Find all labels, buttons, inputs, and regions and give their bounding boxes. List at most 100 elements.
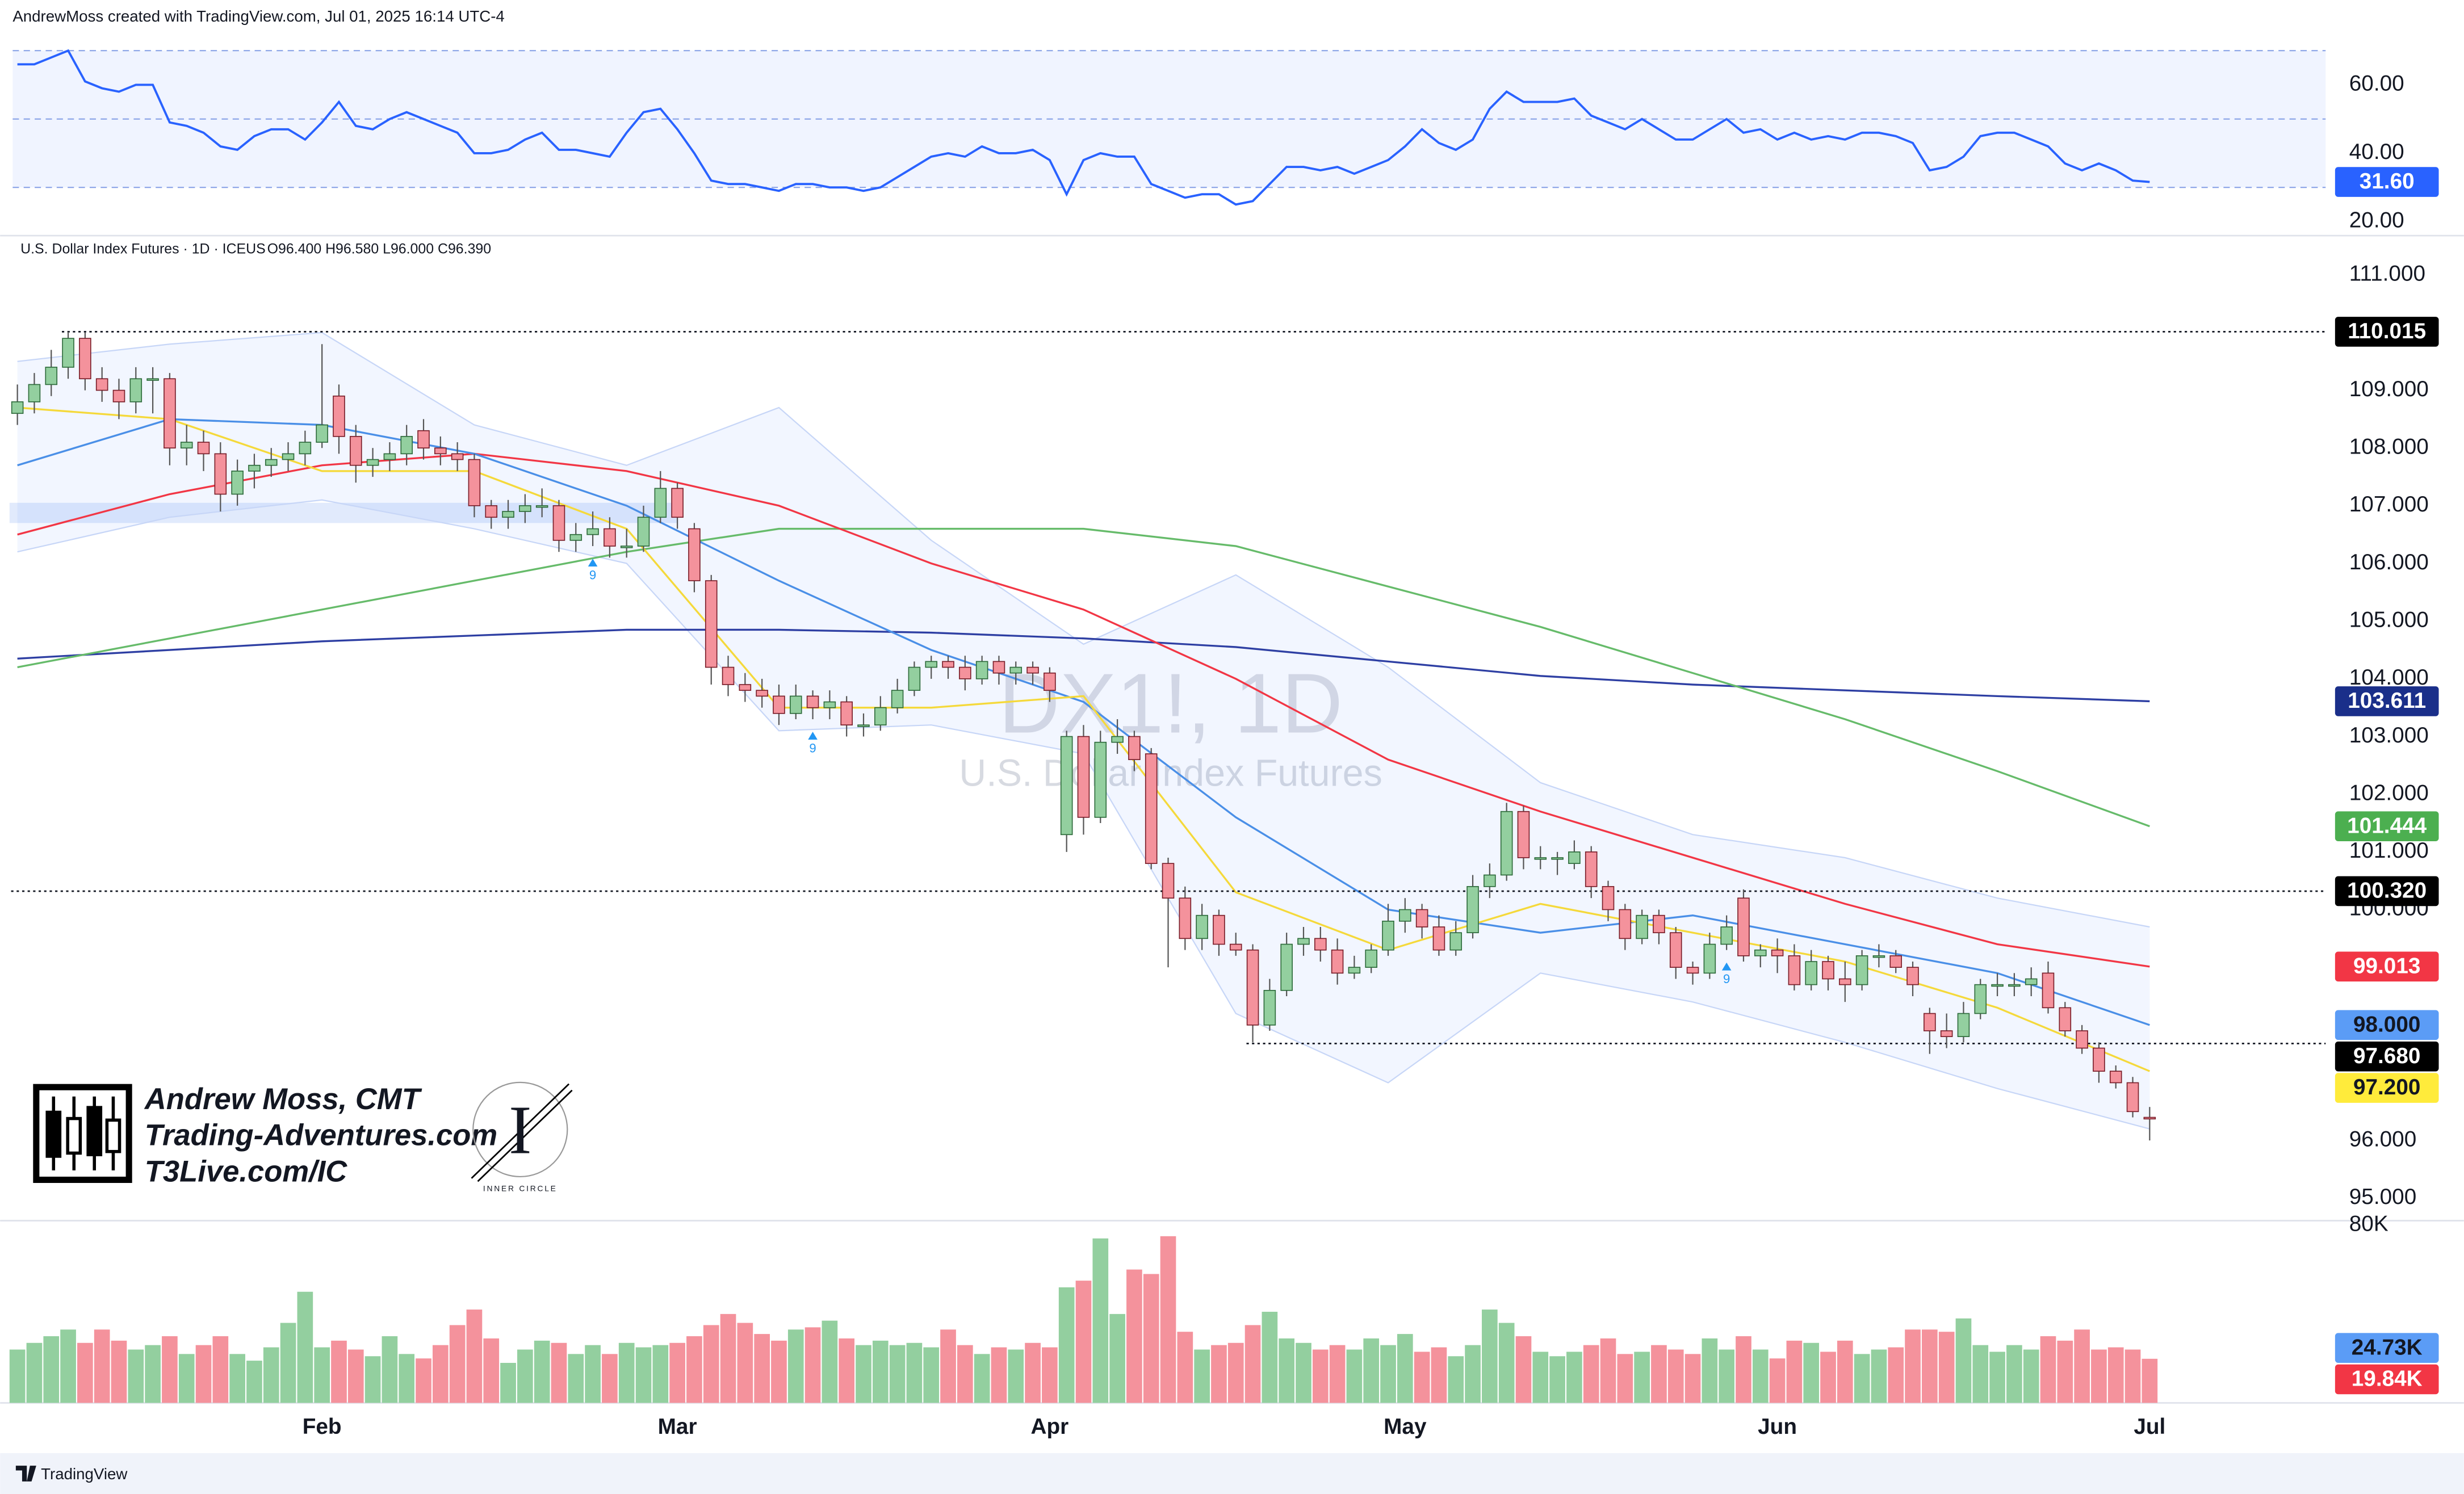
- volume-bar: [1989, 1352, 2005, 1403]
- candle-body: [1720, 926, 1733, 945]
- candle-body: [1957, 1013, 1970, 1037]
- volume-bar: [1177, 1332, 1193, 1403]
- x-tick-label: Jul: [2134, 1415, 2165, 1439]
- candle-body: [1669, 932, 1682, 968]
- volume-bar: [2091, 1349, 2107, 1403]
- price-flag-label: 31.60: [2360, 169, 2415, 194]
- price-flag-label: 19.84K: [2352, 1367, 2423, 1391]
- moving-average: [17, 628, 2150, 703]
- volume-bar: [754, 1334, 770, 1403]
- watermark: U.S. Dollar Index Futures: [959, 753, 1382, 795]
- volume-bar: [771, 1340, 787, 1403]
- volume-bar: [314, 1347, 330, 1403]
- volume-bar: [178, 1354, 195, 1403]
- candle-body: [519, 505, 531, 512]
- volume-bar: [466, 1310, 483, 1403]
- volume-bar: [1532, 1352, 1549, 1403]
- candle-body: [502, 511, 514, 518]
- candle-body: [129, 378, 143, 402]
- badge-circle: [472, 1081, 568, 1178]
- volume-bar: [432, 1345, 449, 1403]
- candle-body: [1771, 949, 1784, 956]
- y-tick-label: 96.000: [2349, 1127, 2416, 1151]
- candle-body: [28, 384, 41, 402]
- volume-bar: [1702, 1338, 1718, 1403]
- price-flag: [2335, 686, 2439, 716]
- candle-body: [942, 661, 954, 668]
- ohlc-readout: O96.400 H96.580 L96.000 C96.390: [267, 241, 491, 257]
- candle-body: [45, 367, 58, 385]
- candle-body: [1077, 736, 1090, 818]
- candle-body: [1686, 967, 1699, 974]
- candle-body: [2109, 1071, 2122, 1084]
- symbol-title: U.S. Dollar Index Futures · 1D · ICEUS: [20, 241, 266, 257]
- candle-body: [586, 528, 599, 535]
- volume-bar: [2057, 1340, 2073, 1403]
- td-marker: [808, 732, 818, 740]
- volume-bar: [94, 1329, 110, 1403]
- volume-bar: [128, 1349, 144, 1403]
- candle-body: [248, 464, 261, 472]
- volume-bar: [77, 1342, 93, 1403]
- candle-body: [1314, 938, 1327, 951]
- volume-bar: [2040, 1336, 2056, 1403]
- candle-body: [789, 695, 802, 714]
- price-flag: [2335, 876, 2439, 907]
- volume-bar: [297, 1291, 313, 1403]
- moving-average: [17, 418, 2150, 1026]
- candle-body: [164, 378, 176, 449]
- candle-body: [1399, 909, 1411, 922]
- volume-bar: [889, 1345, 906, 1403]
- rsi-line: [17, 49, 2150, 206]
- y-tick-label: 80K: [2349, 1212, 2388, 1236]
- volume-bar: [822, 1320, 838, 1403]
- watermark: DX1!, 1D: [999, 656, 1343, 750]
- candle-body: [773, 695, 785, 714]
- volume-bar: [246, 1361, 262, 1403]
- candle-body: [265, 459, 278, 466]
- candle-body: [366, 459, 379, 466]
- candle-body: [1754, 949, 1767, 956]
- volume-bar: [1092, 1238, 1109, 1403]
- candle-body: [1196, 914, 1208, 939]
- price-flag-label: 110.015: [2348, 319, 2426, 343]
- price-flag-label: 103.611: [2348, 689, 2426, 713]
- volume-bar: [1736, 1336, 1751, 1403]
- candle-body: [1822, 961, 1834, 980]
- volume-bar: [923, 1347, 940, 1403]
- volume-bar: [500, 1363, 516, 1403]
- volume-bar: [1380, 1345, 1396, 1403]
- candle-body: [1924, 1013, 1936, 1031]
- candle-body: [1484, 874, 1496, 887]
- candle-body: [975, 661, 988, 679]
- candle-body: [823, 701, 836, 708]
- candle-body: [1044, 672, 1056, 691]
- volume-bar: [1938, 1332, 1955, 1403]
- volume-bar: [1025, 1342, 1041, 1403]
- td-marker: [588, 559, 598, 567]
- volume-bar: [2124, 1349, 2141, 1403]
- volume-bar: [1854, 1354, 1870, 1403]
- volume-bar: [568, 1354, 584, 1403]
- volume-bar: [1837, 1340, 1853, 1403]
- candle-body: [1009, 666, 1023, 674]
- candle-body: [2126, 1082, 2139, 1113]
- volume-bar: [1583, 1345, 1599, 1403]
- price-flag: [2335, 1041, 2439, 1072]
- y-tick-label: 60.00: [2349, 72, 2404, 96]
- price-flag-label: 98.000: [2353, 1012, 2420, 1036]
- volume-bar: [1684, 1354, 1701, 1403]
- candle-body: [2143, 1117, 2156, 1120]
- volume-bar: [399, 1354, 415, 1403]
- volume-bar: [1414, 1352, 1430, 1403]
- volume-bar: [1515, 1336, 1532, 1403]
- volume-bar: [1008, 1349, 1024, 1403]
- volume-bar: [331, 1340, 347, 1403]
- y-tick-label: 108.000: [2349, 434, 2429, 459]
- volume-bar: [162, 1336, 178, 1403]
- volume-bar: [2023, 1349, 2039, 1403]
- volume-bar: [1431, 1347, 1447, 1403]
- candle-body: [654, 488, 667, 518]
- candle-body: [552, 505, 565, 541]
- volume-bar: [1803, 1342, 1820, 1403]
